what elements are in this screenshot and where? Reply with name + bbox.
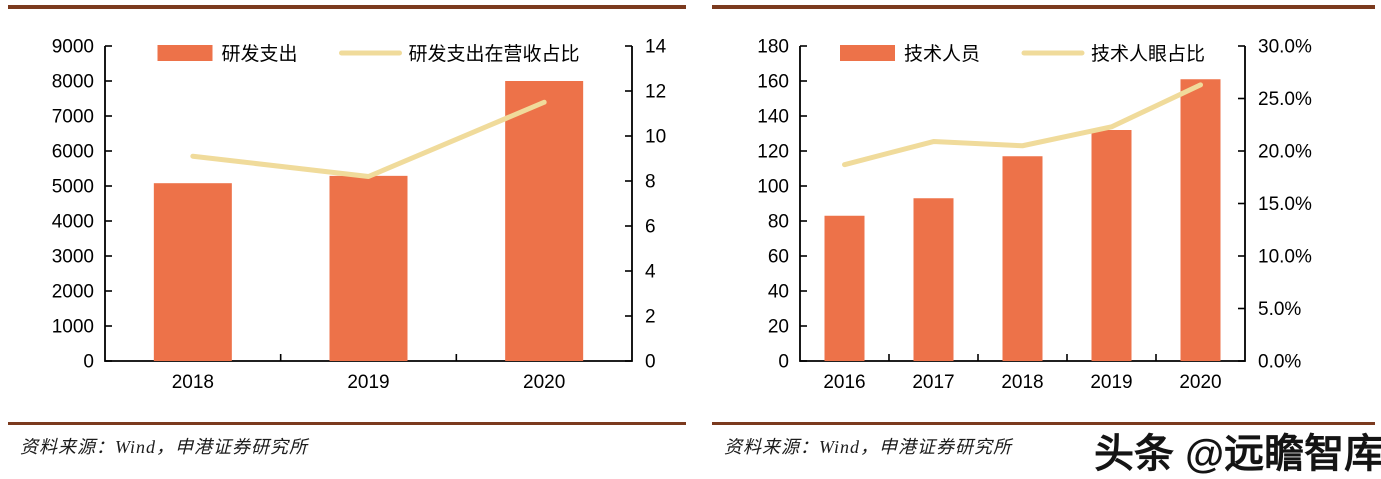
y-right-tick-label: 25.0% [1258, 89, 1312, 110]
y-right-tick-label: 20.0% [1258, 142, 1312, 163]
bottom-rule-right [712, 422, 1375, 425]
tech-staff-chart: 0 20 40 60 80 100 120 140 160 180 0.0% 5.0% 10.0% 15.… [757, 37, 1312, 394]
x-category-label: 2018 [172, 372, 214, 393]
legend-line-label: 研发支出在营收占比 [409, 43, 580, 65]
x-category-label: 2019 [1090, 372, 1132, 393]
source-note-left: 资料来源：Wind，申港证券研究所 [20, 437, 309, 457]
top-rule-right [712, 5, 1375, 9]
legend-line-label: 技术人眼占比 [1091, 43, 1205, 65]
y-left-tick-label: 20 [768, 317, 789, 338]
bar-2017 [913, 198, 954, 361]
bar-2020 [1180, 79, 1221, 361]
y-left-tick-label: 7000 [52, 107, 94, 128]
bar-2019 [329, 175, 408, 361]
y-left-tick-label: 40 [768, 282, 789, 303]
y-right-tick-label: 0.0% [1258, 352, 1301, 373]
y-left-tick-label: 8000 [52, 72, 94, 93]
bottom-rule-left [8, 422, 686, 425]
y-left-tick-label: 9000 [52, 37, 94, 58]
top-rule-left [8, 5, 686, 9]
y-left-tick-label: 80 [768, 212, 789, 233]
y-left-tick-label: 180 [757, 37, 789, 58]
y-right-tick-label: 0 [645, 352, 656, 373]
y-left-tick-label: 120 [757, 142, 789, 163]
y-right-tick-label: 4 [645, 262, 656, 283]
x-category-label: 2017 [912, 372, 954, 393]
y-left-tick-label: 1000 [52, 317, 94, 338]
y-left-tick-label: 140 [757, 107, 789, 128]
y-right-tick-label: 30.0% [1258, 37, 1312, 58]
watermark: 头条 @远瞻智库 [1094, 432, 1381, 476]
bar-2016 [824, 215, 865, 361]
x-category-label: 2018 [1001, 372, 1043, 393]
x-category-label: 2020 [1179, 372, 1221, 393]
source-note-right: 资料来源：Wind，申港证券研究所 [724, 437, 1013, 457]
y-right-tick-label: 8 [645, 172, 656, 193]
rd-expense-chart: 0 1000 2000 3000 4000 5000 6000 7000 8000 9000 0 2 4… [52, 37, 667, 394]
x-category-label: 2016 [823, 372, 865, 393]
bar-2018 [1002, 156, 1043, 361]
trend-line [842, 82, 1203, 168]
y-right-tick-label: 15.0% [1258, 194, 1312, 215]
y-right-tick-label: 6 [645, 217, 656, 238]
y-left-tick-label: 3000 [52, 247, 94, 268]
legend-bar-label: 研发支出 [222, 43, 298, 65]
legend-bar-swatch [157, 45, 213, 61]
legend-bar-swatch [840, 45, 895, 61]
y-right-tick-label: 2 [645, 307, 656, 328]
y-right-tick-label: 12 [645, 82, 666, 103]
y-left-tick-label: 160 [757, 72, 789, 93]
y-left-tick-label: 0 [778, 352, 789, 373]
y-right-tick-label: 14 [645, 37, 667, 58]
trend-line [190, 99, 547, 179]
bar-2020 [505, 81, 584, 361]
x-category-label: 2019 [347, 372, 389, 393]
bar-2018 [153, 183, 232, 361]
y-right-tick-label: 10.0% [1258, 247, 1312, 268]
y-left-tick-label: 60 [768, 247, 789, 268]
y-right-tick-label: 10 [645, 127, 666, 148]
y-left-tick-label: 6000 [52, 142, 94, 163]
bar-2019 [1091, 130, 1132, 361]
y-left-tick-label: 2000 [52, 282, 94, 303]
y-right-tick-label: 5.0% [1258, 299, 1301, 320]
legend-bar-label: 技术人员 [904, 43, 980, 65]
x-category-label: 2020 [523, 372, 565, 393]
y-left-tick-label: 4000 [52, 212, 94, 233]
y-left-tick-label: 100 [757, 177, 789, 198]
y-left-tick-label: 0 [83, 352, 94, 373]
y-left-tick-label: 5000 [52, 177, 94, 198]
